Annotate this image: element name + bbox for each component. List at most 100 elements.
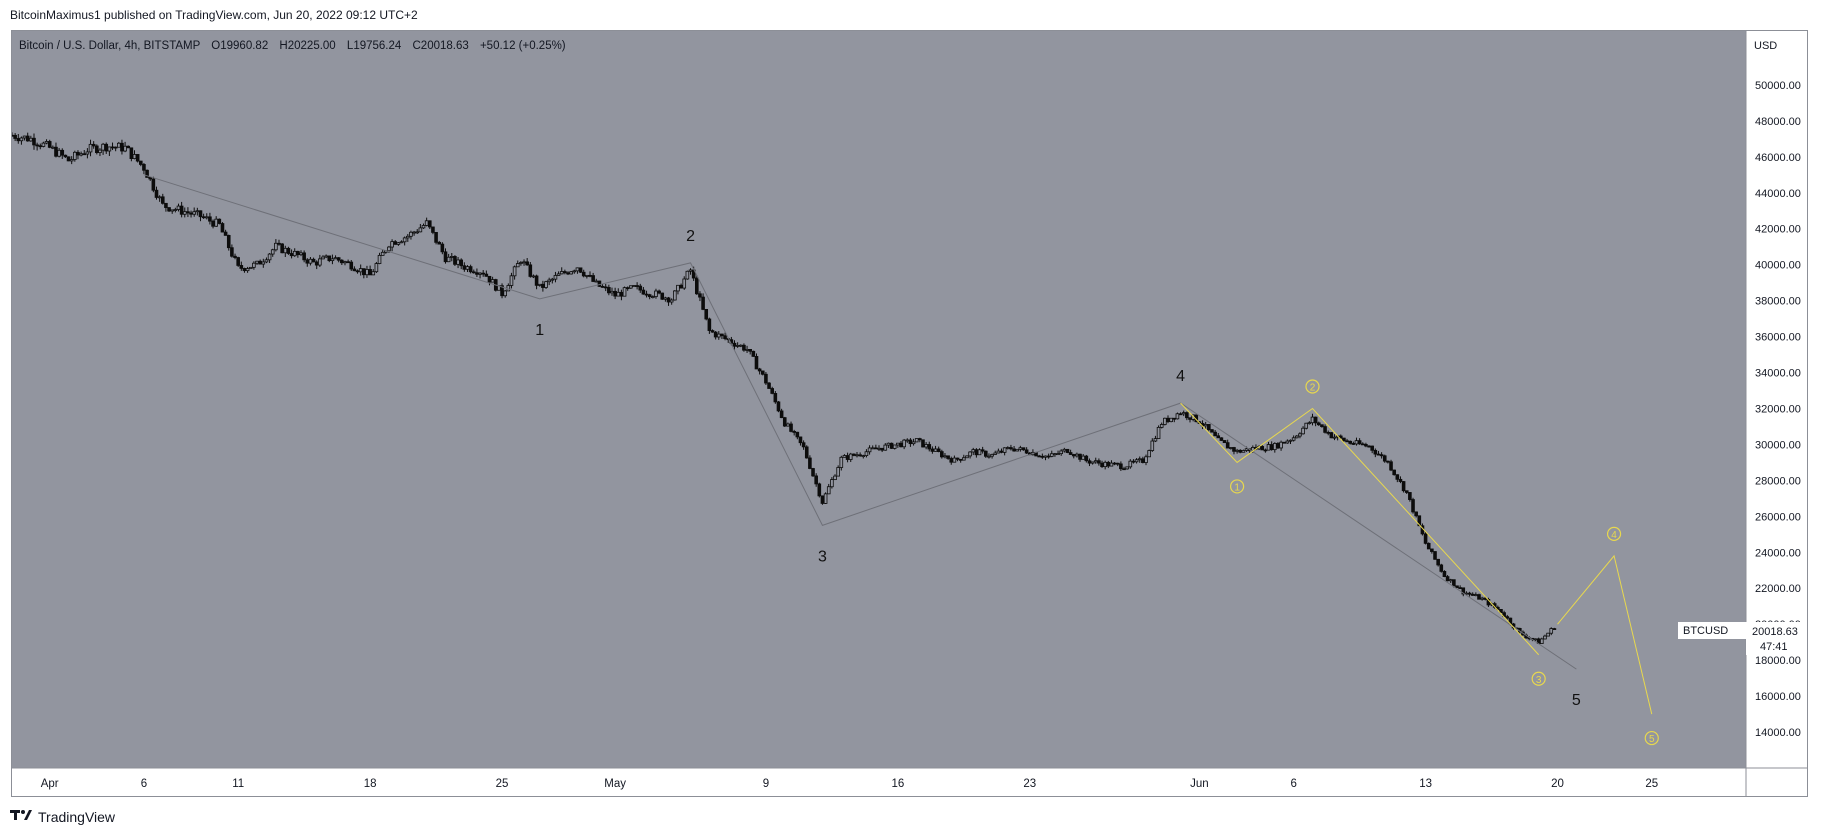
legend-close: 20018.63: [421, 40, 469, 52]
candle-body: [1002, 447, 1007, 453]
candle-body: [820, 495, 825, 504]
candle-body: [182, 211, 187, 215]
candle-body: [117, 142, 121, 148]
candle-body: [1188, 417, 1192, 420]
candle-body: [421, 225, 426, 229]
y-tick-label: 32000.00: [1755, 403, 1801, 415]
candle-body: [51, 146, 55, 149]
candle-body: [236, 257, 240, 266]
candle-body: [226, 235, 231, 249]
candle-body: [962, 457, 966, 461]
candle-body: [770, 388, 774, 394]
candle-body: [1260, 446, 1265, 451]
candle-body: [889, 442, 894, 449]
candle-body: [575, 267, 580, 272]
candle-body: [930, 448, 935, 452]
candle-body: [1426, 542, 1431, 550]
candle-body: [1546, 632, 1550, 637]
candle-body: [572, 270, 577, 273]
candle-body: [148, 177, 153, 180]
legend-change: +50.12 (+0.25%): [480, 40, 566, 52]
candle-body: [817, 483, 822, 497]
candle-body: [1367, 445, 1371, 448]
candle-body: [512, 266, 517, 277]
price-axis[interactable]: 14000.0016000.0018000.0020000.0022000.00…: [1755, 80, 1801, 739]
time-axis[interactable]: Apr 6 11 18 25 May 9 16 23 Jun 6 13 20 25: [41, 778, 1658, 790]
candle-body: [1370, 445, 1374, 451]
candle-body: [610, 290, 614, 294]
candle-body: [1474, 594, 1478, 597]
candle-body: [990, 454, 994, 457]
main-wave-line: [143, 174, 1577, 670]
candle-body: [657, 290, 661, 294]
candle-body: [85, 151, 90, 155]
candle-body: [958, 458, 963, 461]
candle-body: [695, 277, 699, 295]
x-tick-label: 11: [232, 778, 244, 790]
time-axis-background[interactable]: [12, 768, 1746, 796]
x-tick-label: Apr: [41, 778, 59, 790]
candle-body: [204, 216, 209, 219]
candle-body: [1404, 490, 1409, 493]
footer[interactable]: TradingView: [10, 808, 115, 825]
candle-body: [635, 285, 639, 287]
candle-body: [644, 293, 649, 296]
candle-body: [167, 207, 171, 212]
candle-body: [908, 439, 913, 445]
candle-body: [1266, 444, 1271, 451]
candle-body: [984, 450, 988, 457]
candle-body: [12, 134, 14, 137]
candle-body: [280, 243, 284, 254]
candle-body: [1178, 413, 1183, 416]
candle-body: [1015, 448, 1020, 452]
candle-body: [685, 270, 690, 280]
candle-body: [490, 279, 495, 283]
candle-body: [1018, 447, 1023, 450]
candle-body: [1109, 462, 1114, 467]
plot-background[interactable]: [12, 31, 1746, 768]
candle-body: [845, 455, 850, 460]
candle-body: [760, 370, 765, 375]
candle-body: [1093, 460, 1098, 463]
candle-body: [98, 149, 102, 154]
candle-body: [277, 242, 281, 245]
candle-body: [581, 271, 586, 277]
candle-body: [968, 451, 972, 457]
candle-body: [1068, 452, 1073, 455]
candle-body: [1043, 455, 1048, 458]
candle-body: [380, 251, 385, 256]
candle-body: [406, 235, 410, 239]
candle-body: [1175, 413, 1180, 420]
candle-body: [1360, 443, 1365, 446]
wave-label-4: 4: [1176, 368, 1185, 385]
candle-body: [528, 264, 533, 277]
candle-body: [559, 271, 564, 275]
current-price-tag[interactable]: BTCUSD 20018.63 47:41: [1678, 622, 1807, 655]
price-axis-background[interactable]: [1746, 31, 1807, 796]
candle-body: [239, 265, 244, 269]
sub-wave-circle-4: [1606, 526, 1622, 541]
candle-body: [525, 261, 529, 266]
tradingview-brand[interactable]: TradingView: [38, 808, 116, 825]
candle-body: [638, 285, 643, 291]
candle-body: [531, 275, 536, 278]
candle-body: [1379, 454, 1384, 457]
candle-body: [597, 280, 602, 287]
candle-body: [142, 164, 146, 171]
candle-body: [324, 255, 328, 258]
candle-body: [311, 258, 316, 263]
candle-body: [44, 141, 49, 144]
candle-body: [1021, 447, 1026, 451]
candle-body: [591, 275, 595, 282]
candle-body: [1235, 449, 1239, 452]
candle-body: [1128, 460, 1133, 468]
candle-body: [858, 454, 862, 457]
candle-body: [91, 143, 96, 147]
candle-body: [607, 287, 611, 294]
legend-open: 19960.82: [220, 40, 268, 52]
candle-body: [223, 231, 228, 236]
candle-body: [427, 220, 432, 228]
candle-body: [368, 269, 372, 276]
